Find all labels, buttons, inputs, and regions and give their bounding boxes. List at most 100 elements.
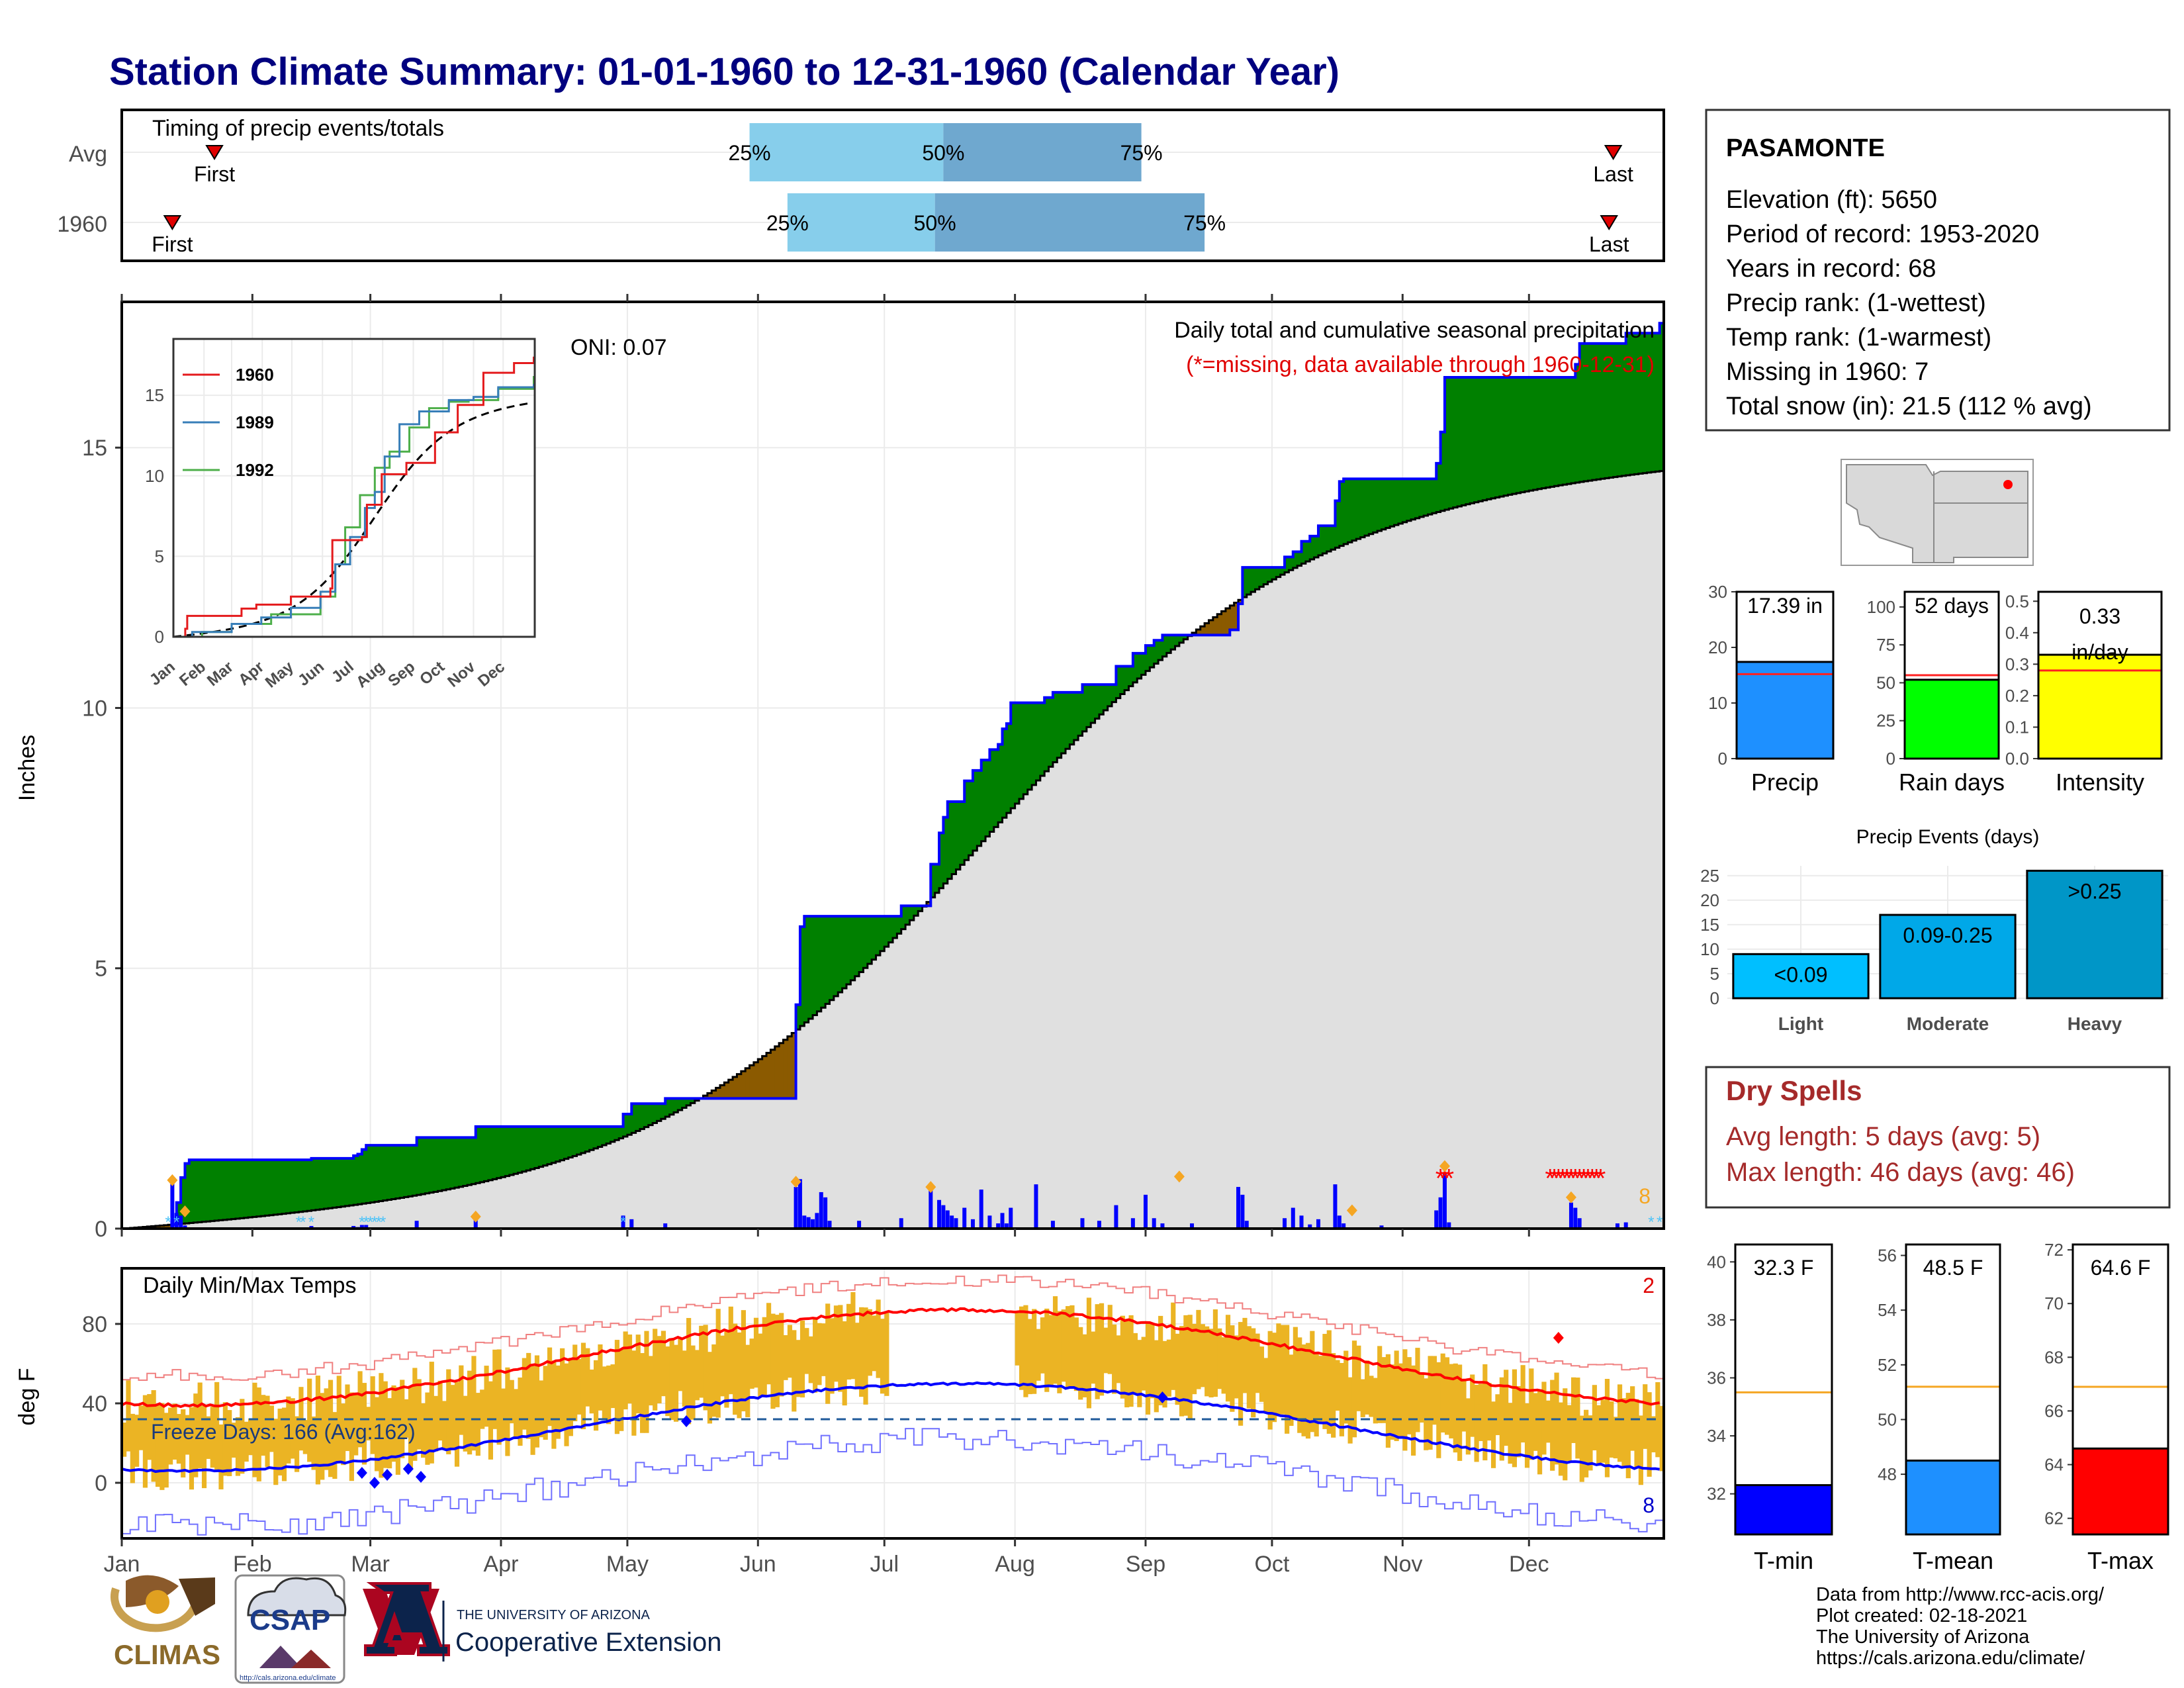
record-max-line [122,1274,1664,1382]
above-normal-fill [648,1103,653,1125]
normal-fill [1541,488,1547,1229]
mini-bar-tick-label: 0.4 [2005,623,2029,643]
daily-temp-range [433,1395,439,1452]
above-normal-fill [888,916,893,943]
normal-fill [526,1170,531,1229]
normal-fill [1066,749,1070,1229]
daily-temp-range [1036,1329,1041,1381]
normal-fill [594,1148,598,1229]
daily-temp-range [1651,1416,1657,1453]
daily-temp-range [699,1325,704,1398]
normal-fill [244,1217,249,1229]
daily-temp-range [863,1307,868,1405]
normal-fill [1154,663,1159,1229]
mini-bar-tick-label: 50 [1876,673,1895,692]
above-normal-fill [256,1160,261,1217]
normal-fill [838,992,843,1229]
above-normal-fill [1267,567,1273,582]
daily-temp-range [480,1389,485,1429]
normal-fill [1073,739,1079,1229]
daily-temp-range [395,1387,400,1475]
above-normal-fill [395,1145,400,1199]
actual-cumulative-line [122,322,1664,1230]
above-normal-fill [500,1126,506,1178]
daily-precip-bar [170,1182,175,1229]
daily-temp-range [653,1329,658,1411]
above-normal-fill [1486,377,1492,500]
normal-fill [1200,635,1205,1229]
normal-fill [842,988,847,1229]
temp-bar-frame [2071,1243,2169,1536]
above-normal-fill [471,1137,477,1184]
above-normal-fill [606,1126,612,1144]
normal-fill [1006,813,1011,1229]
normal-fill [749,1098,754,1229]
daily-precip-bar [1337,1215,1342,1229]
normal-fill [404,1197,409,1229]
above-normal-fill [353,1155,359,1205]
snow-marker: * [620,1213,626,1231]
above-normal-fill [1259,567,1264,587]
above-normal-fill [1040,702,1045,776]
daily-precip-bar [1438,1197,1443,1229]
above-normal-fill [400,1145,405,1198]
snow-marker: * [380,1213,386,1231]
normal-fill [1495,497,1500,1229]
daily-temp-range [838,1305,843,1392]
temp-ytick-label: 0 [95,1471,107,1496]
temp-bar-tick-label: 36 [1707,1368,1726,1387]
above-normal-fill [366,1145,371,1203]
normal-fill [880,951,885,1229]
above-normal-fill [838,916,843,992]
above-normal-fill [644,1103,649,1127]
normal-fill [1478,501,1483,1229]
daily-temp-range [833,1305,839,1382]
normal-fill [1120,694,1125,1229]
above-normal-fill [972,770,978,851]
above-normal-fill [1516,377,1522,493]
daily-temp-range [1238,1322,1244,1426]
normal-fill [218,1220,224,1229]
above-normal-fill [530,1126,535,1170]
above-normal-fill [1545,377,1551,488]
daily-temp-range [1655,1382,1661,1458]
normal-fill [1057,757,1062,1229]
above-normal-fill [947,802,952,879]
daily-temp-range [454,1382,460,1467]
below-normal-fill [719,1085,725,1099]
normal-fill [197,1222,203,1229]
daily-temp-range [555,1365,561,1439]
normal-fill [408,1196,413,1229]
below-normal-fill [1205,623,1210,635]
normal-fill [897,933,902,1229]
daily-temp-range [505,1367,510,1456]
normal-fill [922,906,927,1229]
normal-fill [653,1123,658,1229]
above-normal-fill [1465,377,1471,504]
daily-precip-bar [962,1207,967,1229]
snow-marker: * [165,1213,171,1231]
above-normal-fill [240,1160,245,1219]
daily-precip-bar [1097,1221,1101,1229]
daily-temp-range [206,1416,211,1459]
daily-temp-range [214,1382,220,1472]
normal-fill [1520,492,1525,1229]
record-low-marker [681,1415,692,1427]
normal-fill [324,1209,329,1229]
daily-temp-range [1141,1336,1146,1391]
daily-temp-range [690,1345,696,1420]
above-normal-fill [1171,635,1176,650]
normal-fill [1394,525,1399,1229]
normal-fill [1124,690,1130,1229]
record-low-marker [402,1463,414,1475]
normal-fill [522,1171,527,1229]
normal-fill [1638,473,1643,1229]
below-normal-fill [1217,614,1222,635]
above-normal-fill [1449,377,1454,509]
daily-temp-range [1335,1360,1340,1411]
daily-temp-range [711,1344,717,1417]
above-normal-fill [678,1098,683,1110]
daily-temp-range [240,1399,245,1474]
events-tick-label: 15 [1700,915,1719,935]
above-normal-fill [968,780,974,856]
